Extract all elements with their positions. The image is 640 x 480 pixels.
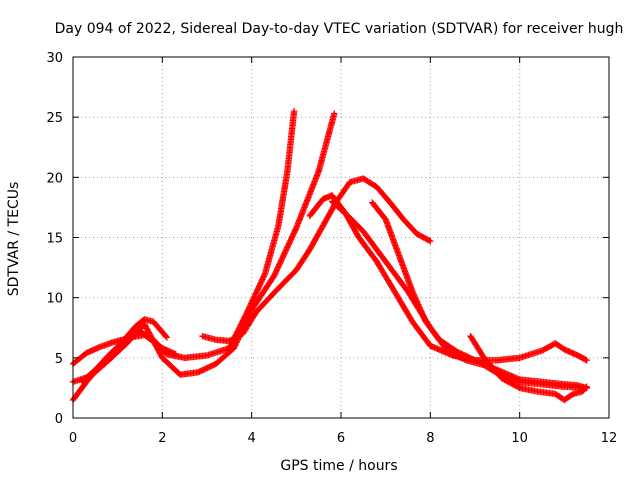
data-point <box>283 244 291 251</box>
data-points <box>69 107 590 404</box>
data-point <box>163 334 170 341</box>
data-point <box>274 265 281 273</box>
data-point <box>273 267 280 274</box>
data-point <box>290 107 298 115</box>
data-point <box>582 356 589 363</box>
data-point <box>261 271 268 279</box>
y-tick-label: 25 <box>46 111 63 126</box>
x-tick-label: 10 <box>511 431 528 446</box>
data-point <box>247 309 254 316</box>
data-point <box>277 258 284 266</box>
data-point <box>230 345 237 352</box>
data-point <box>251 293 258 300</box>
data-point <box>425 237 433 244</box>
data-point <box>256 281 263 289</box>
data-point <box>331 110 338 117</box>
series-track-5 <box>199 175 434 345</box>
axis-ticks: 0 2 4 6 8 10 12 0 5 10 15 20 25 30 <box>46 51 617 446</box>
data-point <box>279 252 287 260</box>
data-point <box>287 237 294 244</box>
data-point <box>253 287 261 294</box>
x-tick-label: 0 <box>69 431 77 446</box>
gridlines <box>73 57 609 418</box>
x-tick-label: 8 <box>426 431 434 446</box>
data-point <box>280 251 288 258</box>
data-point <box>583 357 590 364</box>
y-tick-label: 15 <box>46 232 63 247</box>
data-point <box>254 286 261 293</box>
data-point <box>274 264 282 271</box>
data-point <box>246 310 253 318</box>
data-point <box>282 247 290 254</box>
data-point <box>290 230 297 237</box>
data-point <box>253 288 260 296</box>
data-point <box>285 240 293 247</box>
data-point <box>279 254 286 261</box>
data-point <box>276 260 284 267</box>
data-point <box>286 238 293 246</box>
data-point <box>287 235 295 243</box>
data-point <box>272 268 280 275</box>
y-tick-label: 0 <box>55 412 63 427</box>
data-point <box>278 257 285 264</box>
data-point <box>255 283 263 290</box>
data-point <box>270 272 278 280</box>
x-tick-label: 6 <box>337 431 345 446</box>
data-point <box>272 269 279 277</box>
y-axis-title: SDTVAR / TECUs <box>6 182 22 297</box>
x-tick-label: 2 <box>158 431 166 446</box>
data-point <box>582 384 589 391</box>
data-point <box>260 273 267 280</box>
data-point <box>583 383 590 390</box>
data-point <box>249 296 257 303</box>
data-point <box>289 233 296 240</box>
x-tick-label: 12 <box>601 431 618 446</box>
x-axis-title: GPS time / hours <box>280 458 397 474</box>
data-point <box>515 383 522 391</box>
y-tick-label: 5 <box>55 352 63 367</box>
x-tick-label: 4 <box>248 431 256 446</box>
series-track-4 <box>78 316 170 386</box>
data-point <box>258 277 265 284</box>
data-point <box>281 248 289 256</box>
data-point <box>291 228 298 236</box>
data-point <box>271 271 278 278</box>
data-point <box>257 278 265 286</box>
y-tick-label: 20 <box>46 171 63 186</box>
data-point <box>291 227 299 234</box>
data-point <box>278 255 286 263</box>
data-point <box>232 340 239 348</box>
data-point <box>245 312 253 319</box>
chart-title: Day 094 of 2022, Sidereal Day-to-day VTE… <box>55 21 624 37</box>
data-point <box>283 245 290 253</box>
data-point <box>289 231 297 239</box>
data-point <box>250 294 258 302</box>
data-point <box>288 234 295 241</box>
data-point <box>292 226 299 233</box>
series-track-8 <box>369 199 590 392</box>
data-point <box>251 291 259 299</box>
data-point <box>284 243 291 250</box>
y-tick-label: 30 <box>46 51 63 66</box>
data-point <box>252 290 260 297</box>
data-point <box>257 280 264 287</box>
data-point <box>275 262 282 270</box>
y-tick-label: 10 <box>46 292 63 307</box>
data-point <box>231 342 239 349</box>
data-point <box>259 274 267 282</box>
data-point <box>245 313 252 321</box>
data-point <box>259 276 266 283</box>
data-point <box>281 250 288 257</box>
data-point <box>255 284 262 292</box>
data-point <box>427 237 434 245</box>
series-track-9 <box>467 332 590 404</box>
series-track-7 <box>328 198 590 392</box>
data-point <box>285 241 292 249</box>
data-point <box>231 343 238 350</box>
data-point <box>162 332 169 340</box>
data-point <box>276 261 283 268</box>
data-point <box>172 351 179 358</box>
